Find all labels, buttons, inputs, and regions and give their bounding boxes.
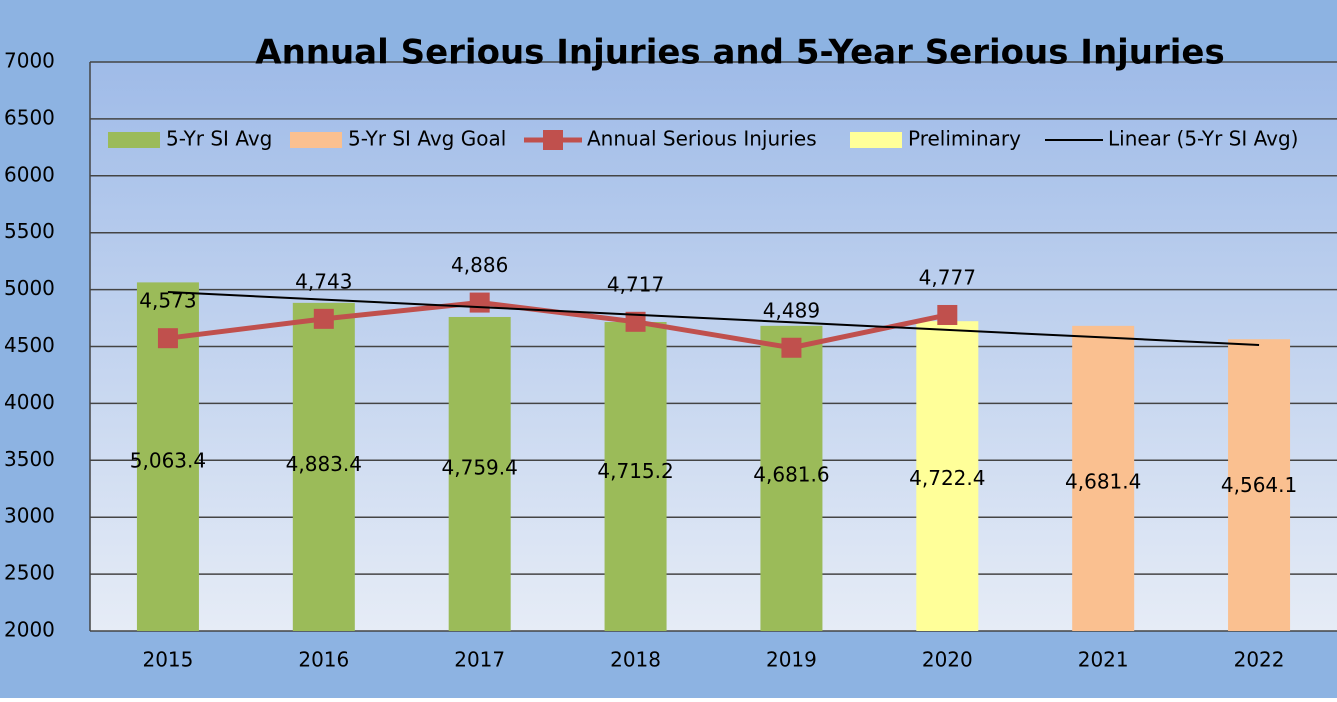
legend-label: Annual Serious Injuries (587, 127, 817, 151)
x-tick-label: 2016 (298, 648, 349, 672)
line-marker (625, 311, 646, 332)
line (167, 290, 1260, 347)
bar-value-label: 4,722.4 (909, 466, 985, 490)
bar (1072, 325, 1135, 631)
labels: 5,063.4 4,883.4 4,759.4 4,715.2 4,681.6 4,681… (130, 253, 1297, 497)
legend-label: 5-Yr SI Avg Goal (348, 127, 506, 151)
bar (604, 322, 667, 631)
y-tick-label: 5500 (4, 219, 55, 243)
bar (760, 325, 823, 631)
y-tick-label: 5000 (4, 276, 55, 300)
legend-swatch (108, 132, 160, 148)
line-marker (157, 328, 178, 349)
line-value-label: 4,717 (607, 272, 664, 296)
x-tick-label: 2022 (1234, 648, 1285, 672)
x-tick-label: 2015 (142, 648, 193, 672)
bar-value-label: 5,063.4 (130, 449, 206, 473)
x-tick-label: 2020 (922, 648, 973, 672)
x-tick-label: 2019 (766, 648, 817, 672)
line-value-label: 4,777 (919, 265, 976, 289)
line-marker (937, 304, 958, 325)
marks (136, 282, 1291, 631)
legend-swatch (850, 132, 902, 148)
y-tick-label: 3500 (4, 447, 55, 471)
line-value-label: 4,743 (295, 269, 352, 293)
bar-value-label: 4,759.4 (442, 456, 518, 480)
line-marker (313, 308, 334, 329)
legend-swatch (290, 132, 342, 148)
y-tick-label: 6500 (4, 105, 55, 129)
bar (916, 321, 979, 631)
y-tick-label: 2500 (4, 561, 55, 585)
bar (448, 316, 511, 631)
y-tick-label: 7000 (4, 49, 55, 73)
bar-value-label: 4,715.2 (597, 459, 673, 483)
line-value-label: 4,573 (139, 289, 196, 313)
y-tick-label: 4000 (4, 390, 55, 414)
bar (1228, 339, 1291, 631)
bar-value-label: 4,883.4 (286, 452, 362, 476)
y-tick-label: 3000 (4, 504, 55, 528)
bar-value-label: 4,681.4 (1065, 470, 1141, 494)
legend: 5-Yr SI Avg 5-Yr SI Avg Goal Annual Seriou… (108, 127, 1298, 151)
bar-value-label: 4,681.6 (753, 463, 829, 487)
chart-title: Annual Serious Injuries and 5-Year Serio… (255, 33, 1224, 73)
x-tick-label: 2021 (1078, 648, 1129, 672)
line-marker (469, 292, 490, 313)
x-tick-label: 2017 (454, 648, 505, 672)
bar (292, 302, 355, 631)
line-value-label: 4,489 (763, 298, 820, 322)
x-tick-label: 2018 (610, 648, 661, 672)
legend-label: Linear (5-Yr SI Avg) (1108, 127, 1298, 151)
line (167, 300, 948, 351)
y-tick-label: 4500 (4, 333, 55, 357)
line-marker (781, 337, 802, 358)
legend-label: 5-Yr SI Avg (166, 127, 272, 151)
y-tick-label: 6000 (4, 162, 55, 186)
bar-value-label: 4,564.1 (1221, 473, 1297, 497)
legend-label: Preliminary (908, 127, 1021, 151)
legend-swatch-marker (543, 130, 563, 150)
line-value-label: 4,886 (451, 253, 508, 277)
y-tick-label: 2000 (4, 618, 55, 642)
